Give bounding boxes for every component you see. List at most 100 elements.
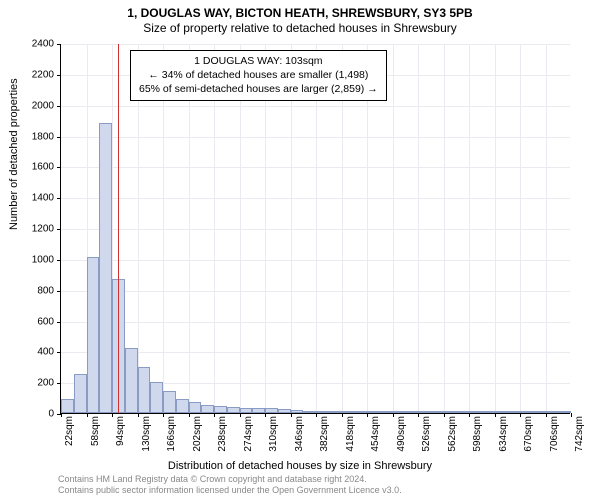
x-tick-label: 130sqm xyxy=(141,416,152,458)
x-tick-label: 238sqm xyxy=(217,416,228,458)
histogram-bar xyxy=(482,411,495,413)
x-tick-mark xyxy=(520,413,521,417)
x-tick-label: 742sqm xyxy=(574,416,585,458)
y-tick-label: 600 xyxy=(14,316,54,327)
histogram-bar xyxy=(418,411,431,413)
x-tick-label: 22sqm xyxy=(64,416,75,458)
histogram-bar xyxy=(380,411,393,413)
histogram-bar xyxy=(201,405,214,413)
x-tick-label: 166sqm xyxy=(166,416,177,458)
y-tick-mark xyxy=(57,167,61,168)
histogram-bar xyxy=(138,367,151,413)
histogram-bar xyxy=(316,411,329,413)
x-tick-mark xyxy=(240,413,241,417)
grid-line-v xyxy=(520,44,521,413)
histogram-bar xyxy=(278,409,291,413)
footer-line-1: Contains HM Land Registry data © Crown c… xyxy=(58,474,402,485)
x-tick-label: 634sqm xyxy=(498,416,509,458)
grid-line-v xyxy=(546,44,547,413)
x-tick-mark xyxy=(61,413,62,417)
info-line-2: ← 34% of detached houses are smaller (1,… xyxy=(139,68,378,82)
y-tick-mark xyxy=(57,44,61,45)
x-tick-mark xyxy=(469,413,470,417)
histogram-bar xyxy=(533,411,546,413)
histogram-bar xyxy=(329,411,342,413)
y-tick-mark xyxy=(57,75,61,76)
marker-line xyxy=(118,44,119,413)
histogram-bar xyxy=(189,402,202,413)
x-tick-mark xyxy=(342,413,343,417)
x-tick-mark xyxy=(444,413,445,417)
x-tick-label: 382sqm xyxy=(319,416,330,458)
histogram-bar xyxy=(354,411,367,413)
histogram-bar xyxy=(87,257,100,413)
info-line-1: 1 DOUGLAS WAY: 103sqm xyxy=(139,54,378,68)
histogram-bar xyxy=(163,391,176,413)
y-tick-label: 200 xyxy=(14,378,54,389)
x-tick-mark xyxy=(316,413,317,417)
histogram-bar xyxy=(469,411,482,413)
histogram-bar xyxy=(303,411,316,413)
footer: Contains HM Land Registry data © Crown c… xyxy=(58,474,402,497)
histogram-bar xyxy=(252,408,265,413)
x-tick-mark xyxy=(87,413,88,417)
histogram-bar xyxy=(150,382,163,413)
histogram-bar xyxy=(74,374,87,413)
x-tick-label: 490sqm xyxy=(396,416,407,458)
histogram-bar xyxy=(176,399,189,413)
x-tick-mark xyxy=(367,413,368,417)
y-tick-label: 0 xyxy=(14,409,54,420)
x-tick-mark xyxy=(138,413,139,417)
histogram-bar xyxy=(227,407,240,413)
histogram-bar xyxy=(125,348,138,413)
grid-line-v xyxy=(444,44,445,413)
x-tick-label: 202sqm xyxy=(192,416,203,458)
histogram-bar xyxy=(405,411,418,413)
x-tick-mark xyxy=(214,413,215,417)
y-tick-mark xyxy=(57,106,61,107)
y-tick-mark xyxy=(57,322,61,323)
chart-container: 1 DOUGLAS WAY: 103sqm ← 34% of detached … xyxy=(60,44,570,414)
histogram-bar xyxy=(214,406,227,413)
histogram-bar xyxy=(558,411,571,413)
x-tick-mark xyxy=(291,413,292,417)
histogram-bar xyxy=(61,399,74,413)
x-tick-label: 346sqm xyxy=(294,416,305,458)
y-tick-label: 400 xyxy=(14,347,54,358)
histogram-bar xyxy=(342,411,355,413)
x-tick-label: 598sqm xyxy=(472,416,483,458)
grid-line-v xyxy=(418,44,419,413)
y-tick-label: 1400 xyxy=(14,193,54,204)
y-tick-label: 1800 xyxy=(14,131,54,142)
x-tick-label: 310sqm xyxy=(268,416,279,458)
y-tick-label: 2000 xyxy=(14,100,54,111)
histogram-bar xyxy=(291,410,304,413)
y-tick-mark xyxy=(57,198,61,199)
x-tick-mark xyxy=(571,413,572,417)
x-tick-mark xyxy=(546,413,547,417)
histogram-bar xyxy=(99,123,112,413)
histogram-bar xyxy=(520,411,533,413)
main-title: 1, DOUGLAS WAY, BICTON HEATH, SHREWSBURY… xyxy=(0,6,600,20)
x-tick-mark xyxy=(163,413,164,417)
histogram-bar xyxy=(265,408,278,413)
y-tick-mark xyxy=(57,229,61,230)
x-tick-mark xyxy=(112,413,113,417)
x-tick-label: 94sqm xyxy=(115,416,126,458)
x-tick-mark xyxy=(265,413,266,417)
info-box: 1 DOUGLAS WAY: 103sqm ← 34% of detached … xyxy=(130,50,387,101)
x-tick-label: 418sqm xyxy=(345,416,356,458)
histogram-bar xyxy=(393,411,406,413)
title-area: 1, DOUGLAS WAY, BICTON HEATH, SHREWSBURY… xyxy=(0,0,600,35)
grid-line-v xyxy=(495,44,496,413)
x-tick-label: 58sqm xyxy=(90,416,101,458)
x-tick-mark xyxy=(418,413,419,417)
histogram-bar xyxy=(444,411,457,413)
x-tick-label: 454sqm xyxy=(370,416,381,458)
y-tick-mark xyxy=(57,137,61,138)
x-tick-mark xyxy=(393,413,394,417)
histogram-bar xyxy=(431,411,444,413)
y-tick-mark xyxy=(57,260,61,261)
histogram-bar xyxy=(495,411,508,413)
y-tick-label: 2400 xyxy=(14,39,54,50)
